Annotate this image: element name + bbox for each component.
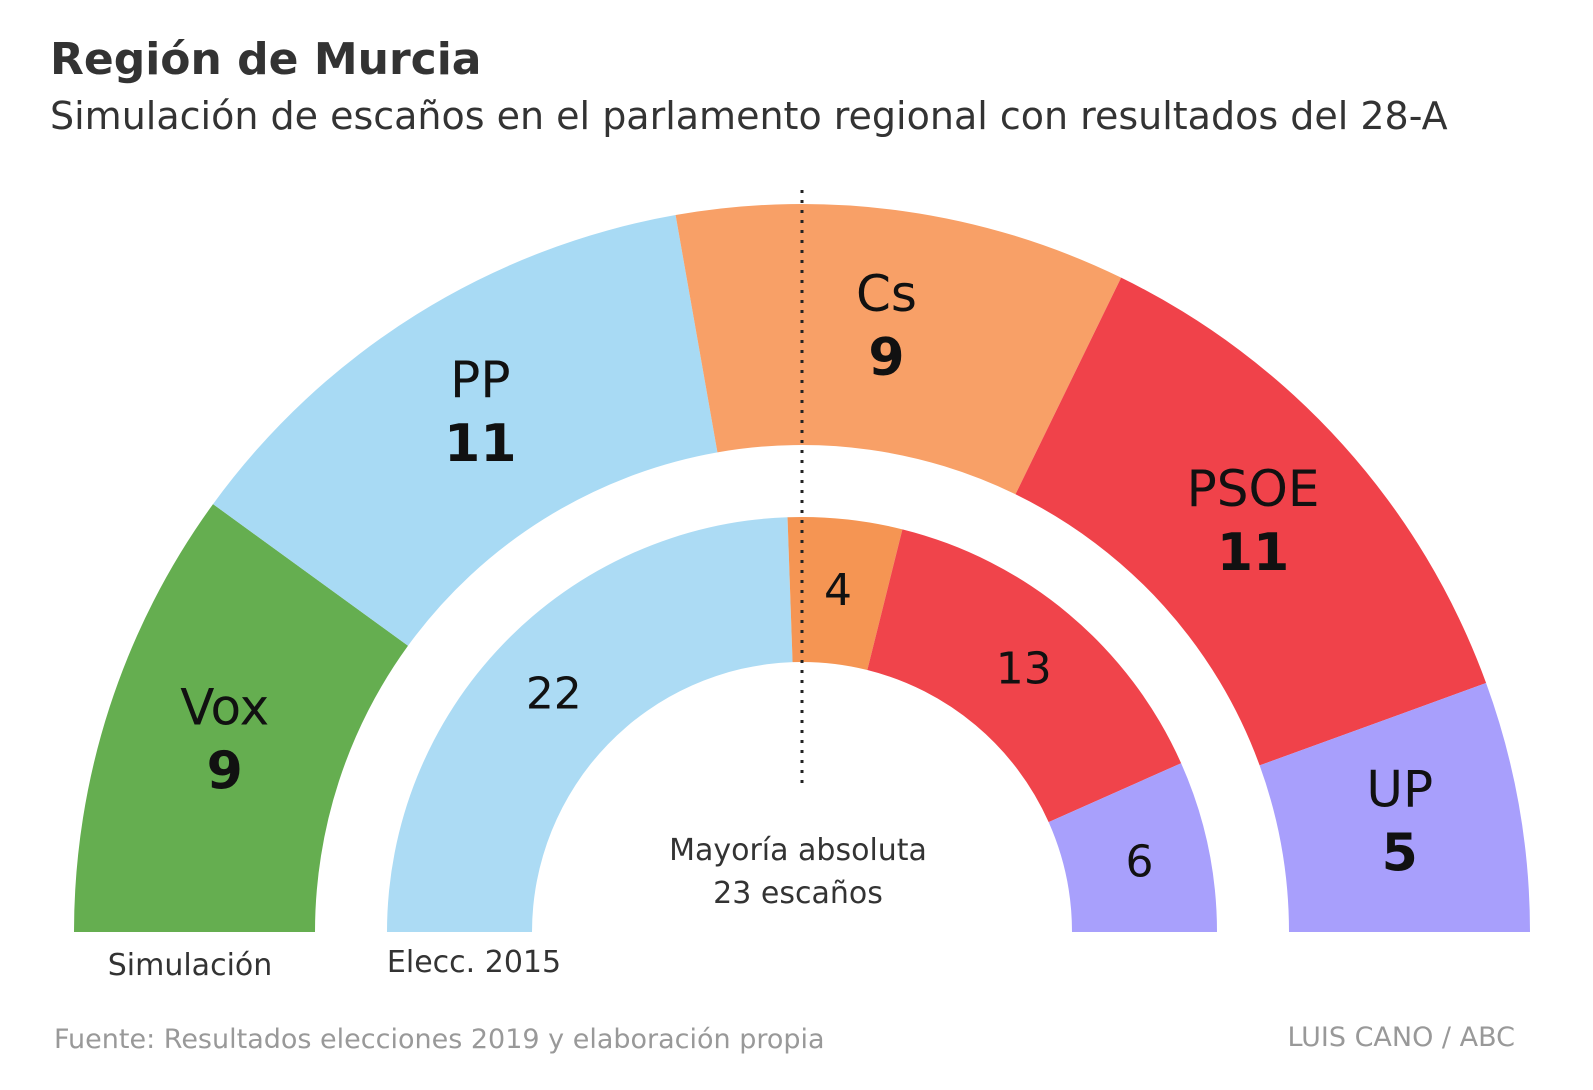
seat-segment-cs-2015 [787, 517, 903, 671]
seat-count-label: 6 [1125, 836, 1153, 887]
seat-segment-pp-2015 [387, 517, 793, 932]
seat-count-label: 11 [1217, 523, 1289, 583]
seat-segment-psoe-sim [1015, 277, 1487, 766]
party-label: Cs [856, 265, 917, 323]
seat-count-label: 9 [868, 328, 904, 388]
party-label: PSOE [1187, 460, 1320, 518]
ring-label: Simulación [108, 948, 273, 983]
seat-segment-up-2015 [1048, 763, 1217, 932]
seat-count-label: 9 [207, 741, 243, 801]
source-note: Fuente: Resultados elecciones 2019 y ela… [54, 1024, 825, 1055]
ring-label: Elecc. 2015 [387, 945, 561, 980]
seat-segment-pp-sim [213, 215, 718, 646]
chart-subtitle: Simulación de escaños en el parlamento r… [50, 94, 1448, 138]
majority-label: Mayoría absoluta [669, 833, 927, 868]
seat-segment-psoe-2015 [867, 529, 1182, 823]
majority-seats-label: 23 escaños [713, 876, 883, 911]
chart-title: Región de Murcia [50, 34, 482, 85]
seat-count-label: 5 [1382, 824, 1418, 884]
seat-segment-cs-sim [675, 204, 1122, 495]
seat-count-label: 11 [444, 414, 516, 474]
seat-segment-vox-sim [74, 504, 409, 932]
seat-count-label: 22 [526, 668, 582, 719]
party-label: UP [1366, 761, 1433, 819]
credit: LUIS CANO / ABC [1287, 1022, 1515, 1053]
seat-count-label: 4 [824, 565, 852, 616]
seat-segment-up-sim [1259, 683, 1530, 932]
party-label: PP [450, 351, 510, 409]
seat-count-label: 13 [996, 644, 1052, 695]
party-label: Vox [180, 678, 269, 736]
